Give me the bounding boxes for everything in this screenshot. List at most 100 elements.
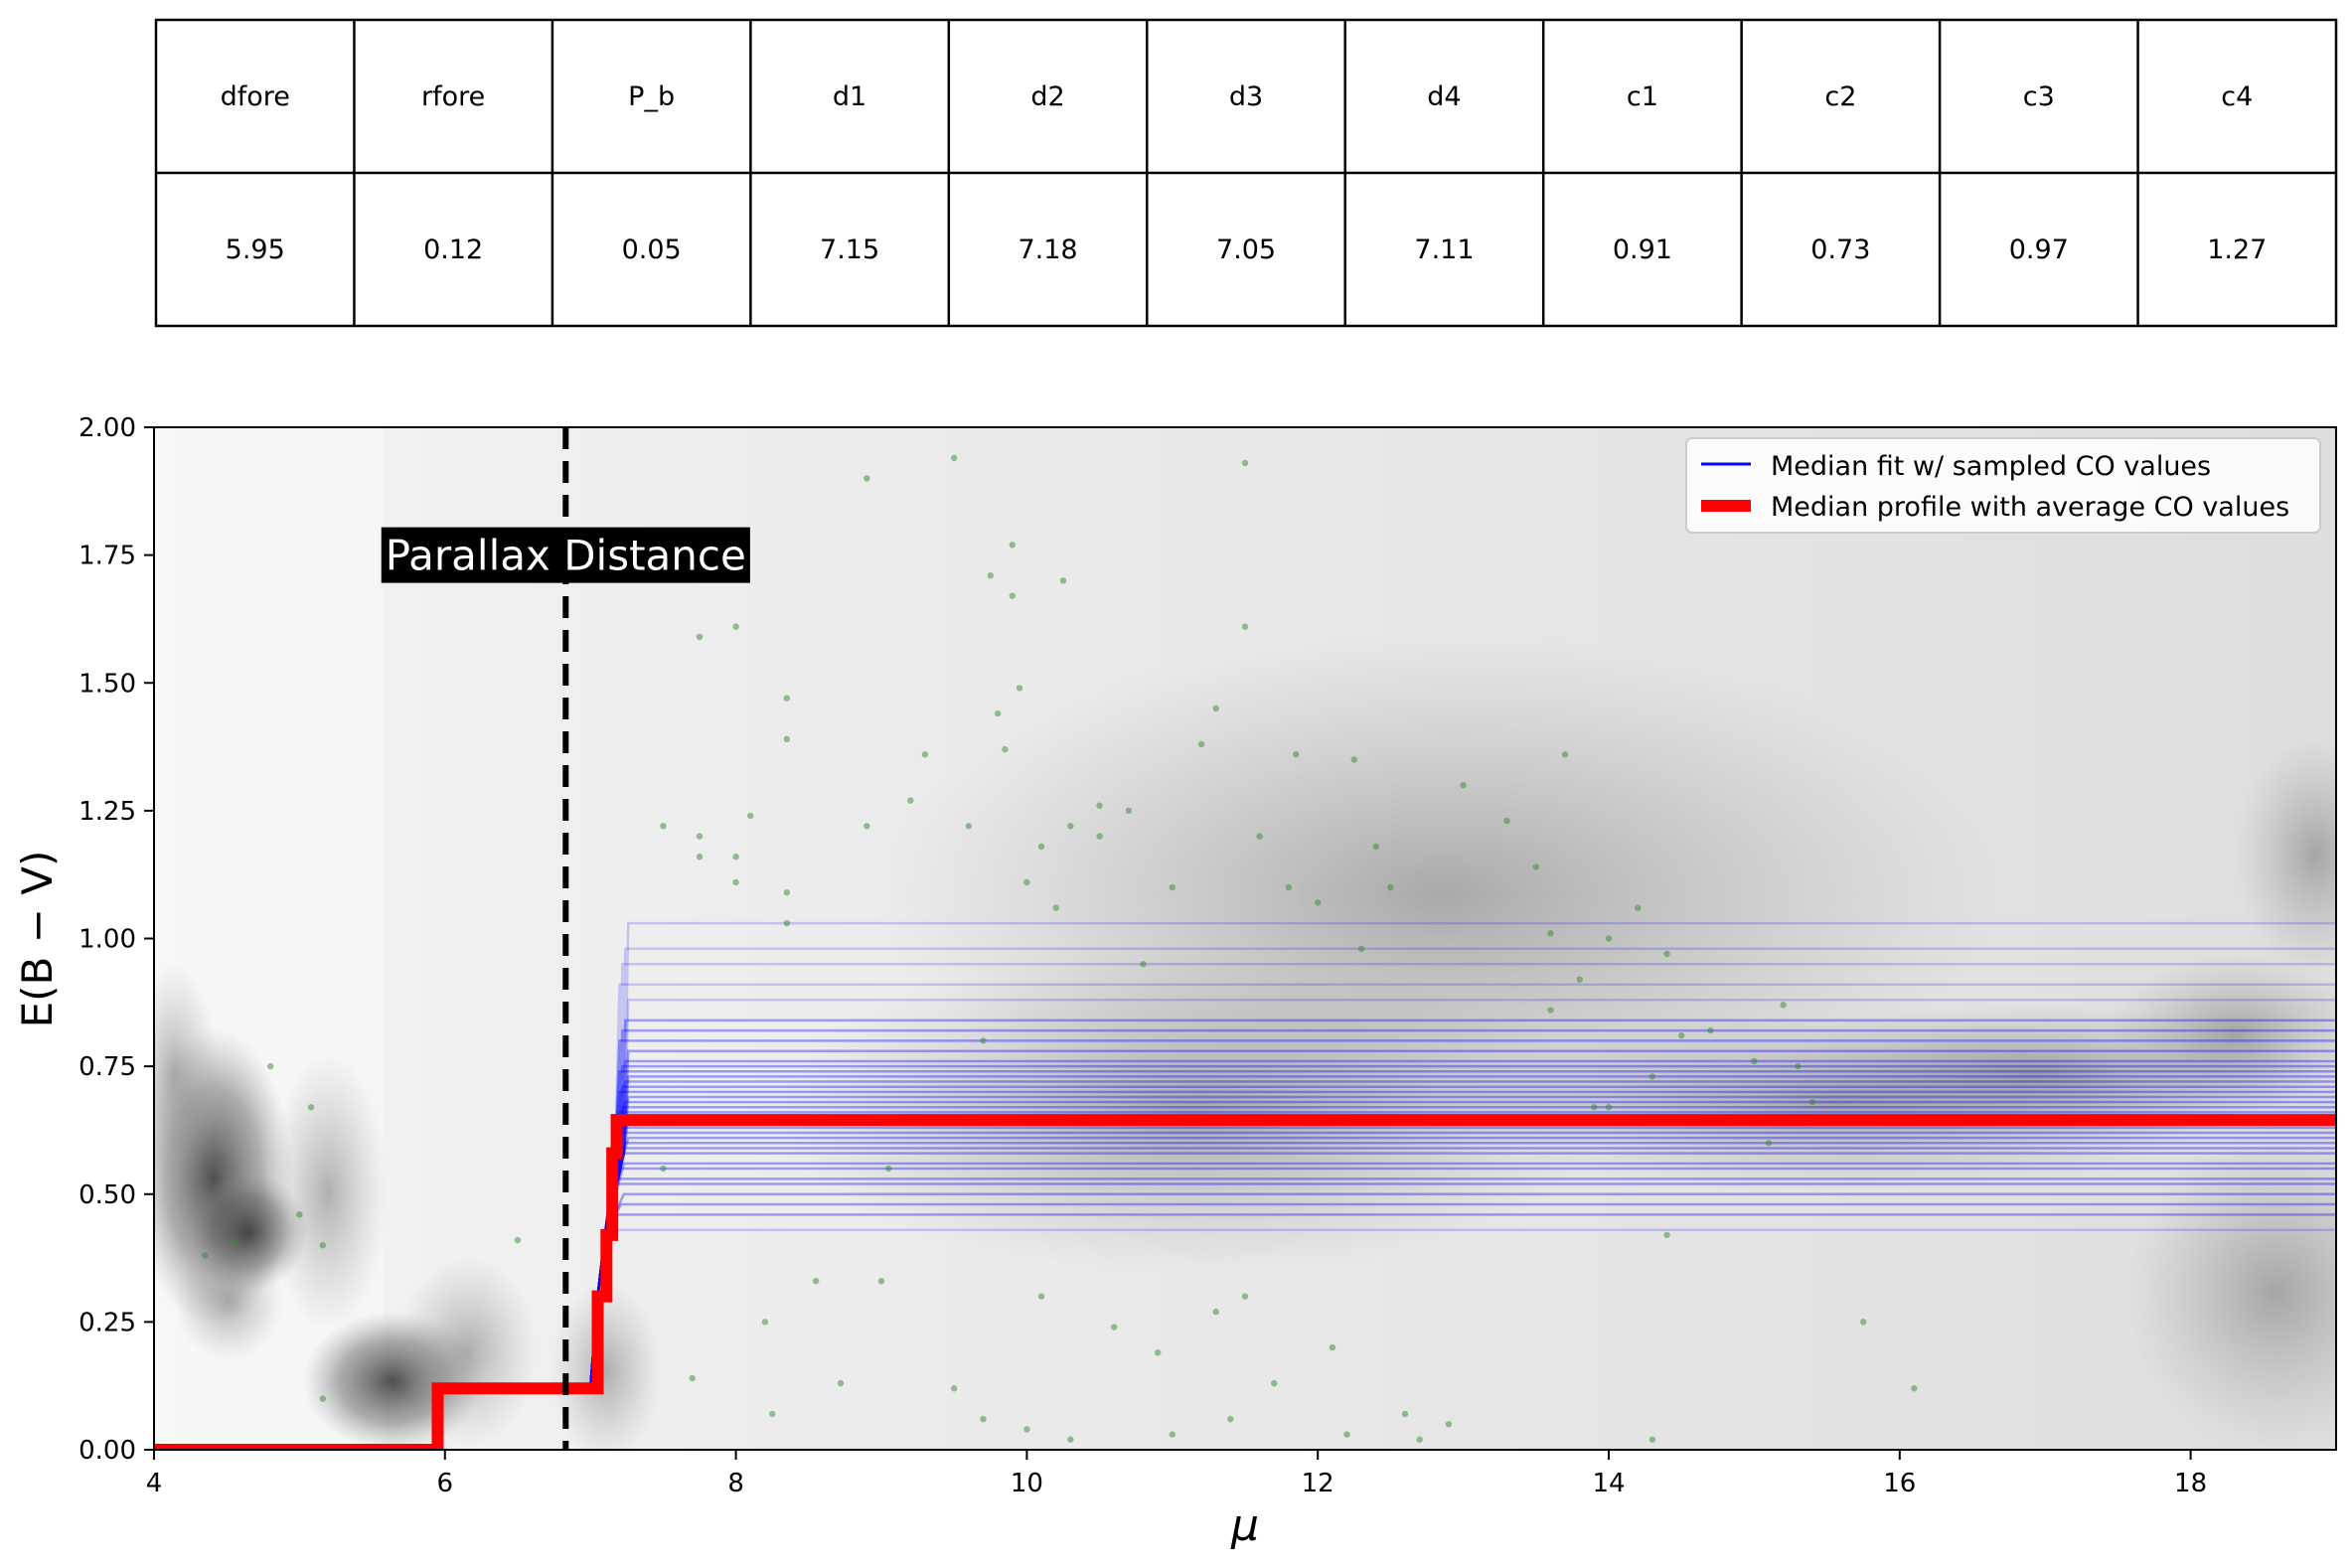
scatter-point [951, 454, 958, 462]
table-value-cell: 0.97 [2009, 235, 2069, 265]
scatter-point [1197, 740, 1205, 748]
scatter-point [783, 888, 791, 896]
legend-label-sampled: Median fit w/ sampled CO values [1771, 451, 2211, 482]
table-value-cell: 0.91 [1613, 235, 1672, 265]
scatter-point [1169, 1431, 1176, 1438]
parameter-table: dfore rfore P_b d1 d2 d3 d4 c1 c2 c3 c4 5.95 0.12 0.0… [154, 18, 2338, 328]
y-tick-label: 0.50 [78, 1180, 136, 1210]
scatter-point [660, 1165, 667, 1173]
y-tick-label: 0.75 [78, 1052, 136, 1082]
scatter-point [296, 1211, 303, 1218]
x-tick-label: 8 [727, 1469, 744, 1498]
scatter-point [769, 1410, 776, 1418]
scatter-point [696, 633, 704, 641]
legend: Median fit w/ sampled CO values Median p… [1685, 437, 2321, 534]
parallax-annotation-text: Parallax Distance [386, 532, 746, 580]
table-header-cell: d2 [1030, 81, 1064, 112]
scatter-point [1023, 878, 1030, 886]
scatter-point [696, 853, 704, 861]
scatter-point [1285, 883, 1293, 891]
scatter-point [1460, 781, 1467, 789]
x-tick-label: 18 [2174, 1469, 2207, 1498]
scatter-point [1329, 1343, 1336, 1351]
scatter-point [1154, 1349, 1162, 1356]
scatter-point [1212, 705, 1219, 712]
table-header-cell: c2 [1824, 81, 1856, 112]
scatter-point [732, 878, 739, 886]
x-tick-label: 14 [1592, 1469, 1625, 1498]
table-value-cell: 0.12 [423, 235, 483, 265]
scatter-point [1125, 807, 1133, 815]
scatter-point [1067, 823, 1074, 830]
scatter-point [1860, 1319, 1867, 1326]
y-tick-label: 0.00 [78, 1436, 136, 1466]
table-value-cell: 7.18 [1018, 235, 1077, 265]
scatter-point [1271, 1379, 1278, 1387]
scatter-point [1605, 935, 1613, 942]
scatter-point [951, 1385, 958, 1392]
scatter-point [1096, 802, 1103, 809]
scatter-point [1009, 542, 1016, 549]
plot-area: 4 6 8 10 12 14 16 18 0.00 0.25 0.50 0.75 1.00 1.25 1.… [13, 413, 2337, 1551]
table-header-cell: c1 [1627, 81, 1658, 112]
scatter-point [1009, 592, 1016, 599]
scatter-point [1227, 1415, 1234, 1423]
scatter-point [1445, 1421, 1453, 1428]
x-tick-label: 10 [1011, 1469, 1043, 1498]
scatter-point [783, 695, 791, 702]
scatter-point [1401, 1410, 1409, 1418]
scatter-point [1169, 883, 1176, 891]
scatter-point [696, 833, 704, 840]
scatter-point [877, 1278, 885, 1285]
scatter-point [1111, 1324, 1118, 1331]
scatter-point [783, 919, 791, 927]
y-tick-label: 0.25 [78, 1308, 136, 1337]
scatter-point [747, 812, 754, 820]
table-header-cell: d4 [1427, 81, 1461, 112]
parallax-annotation: Parallax Distance [381, 527, 750, 583]
scatter-point [1648, 1073, 1656, 1080]
y-tick-label: 1.50 [78, 669, 136, 699]
scatter-point [1052, 904, 1059, 911]
y-axis: 0.00 0.25 0.50 0.75 1.00 1.25 1.50 1.75 2.00 [78, 413, 154, 1466]
scatter-point [1067, 1436, 1074, 1443]
y-tick-label: 1.25 [78, 797, 136, 827]
x-axis: 4 6 8 10 12 14 16 18 [146, 1450, 2207, 1498]
scatter-point [1343, 1431, 1350, 1438]
scatter-point [1808, 1098, 1816, 1106]
scatter-point [863, 475, 870, 482]
scatter-point [1212, 1308, 1219, 1316]
scatter-point [1663, 950, 1670, 958]
scatter-point [1037, 843, 1045, 851]
scatter-point [994, 709, 1002, 717]
scatter-point [980, 1037, 987, 1044]
x-tick-label: 4 [146, 1469, 163, 1498]
table-header-cell: rfore [421, 81, 485, 112]
legend-label-median: Median profile with average CO values [1771, 492, 2289, 523]
scatter-point [689, 1374, 696, 1382]
scatter-point [1350, 756, 1358, 763]
scatter-point [1002, 745, 1009, 753]
scatter-point [1357, 945, 1365, 952]
table-value-cell: 0.05 [622, 235, 682, 265]
table-header-cell: c4 [2221, 81, 2253, 112]
scatter-point [231, 1236, 237, 1244]
scatter-point [863, 823, 870, 830]
scatter-point [1416, 1436, 1423, 1443]
scatter-point [1591, 1104, 1598, 1111]
scatter-point [202, 1252, 209, 1259]
scatter-point [1016, 685, 1023, 692]
scatter-point [837, 1379, 845, 1387]
scatter-point [965, 823, 973, 830]
scatter-point [1140, 961, 1147, 968]
scatter-point [980, 1415, 987, 1423]
scatter-point [1635, 904, 1642, 911]
scatter-point [1023, 1426, 1030, 1433]
x-tick-label: 12 [1302, 1469, 1334, 1498]
scatter-point [987, 572, 994, 579]
scatter-point [319, 1395, 327, 1402]
x-tick-label: 16 [1883, 1469, 1916, 1498]
scatter-point [1241, 1293, 1249, 1300]
table-header-cell: dfore [221, 81, 290, 112]
